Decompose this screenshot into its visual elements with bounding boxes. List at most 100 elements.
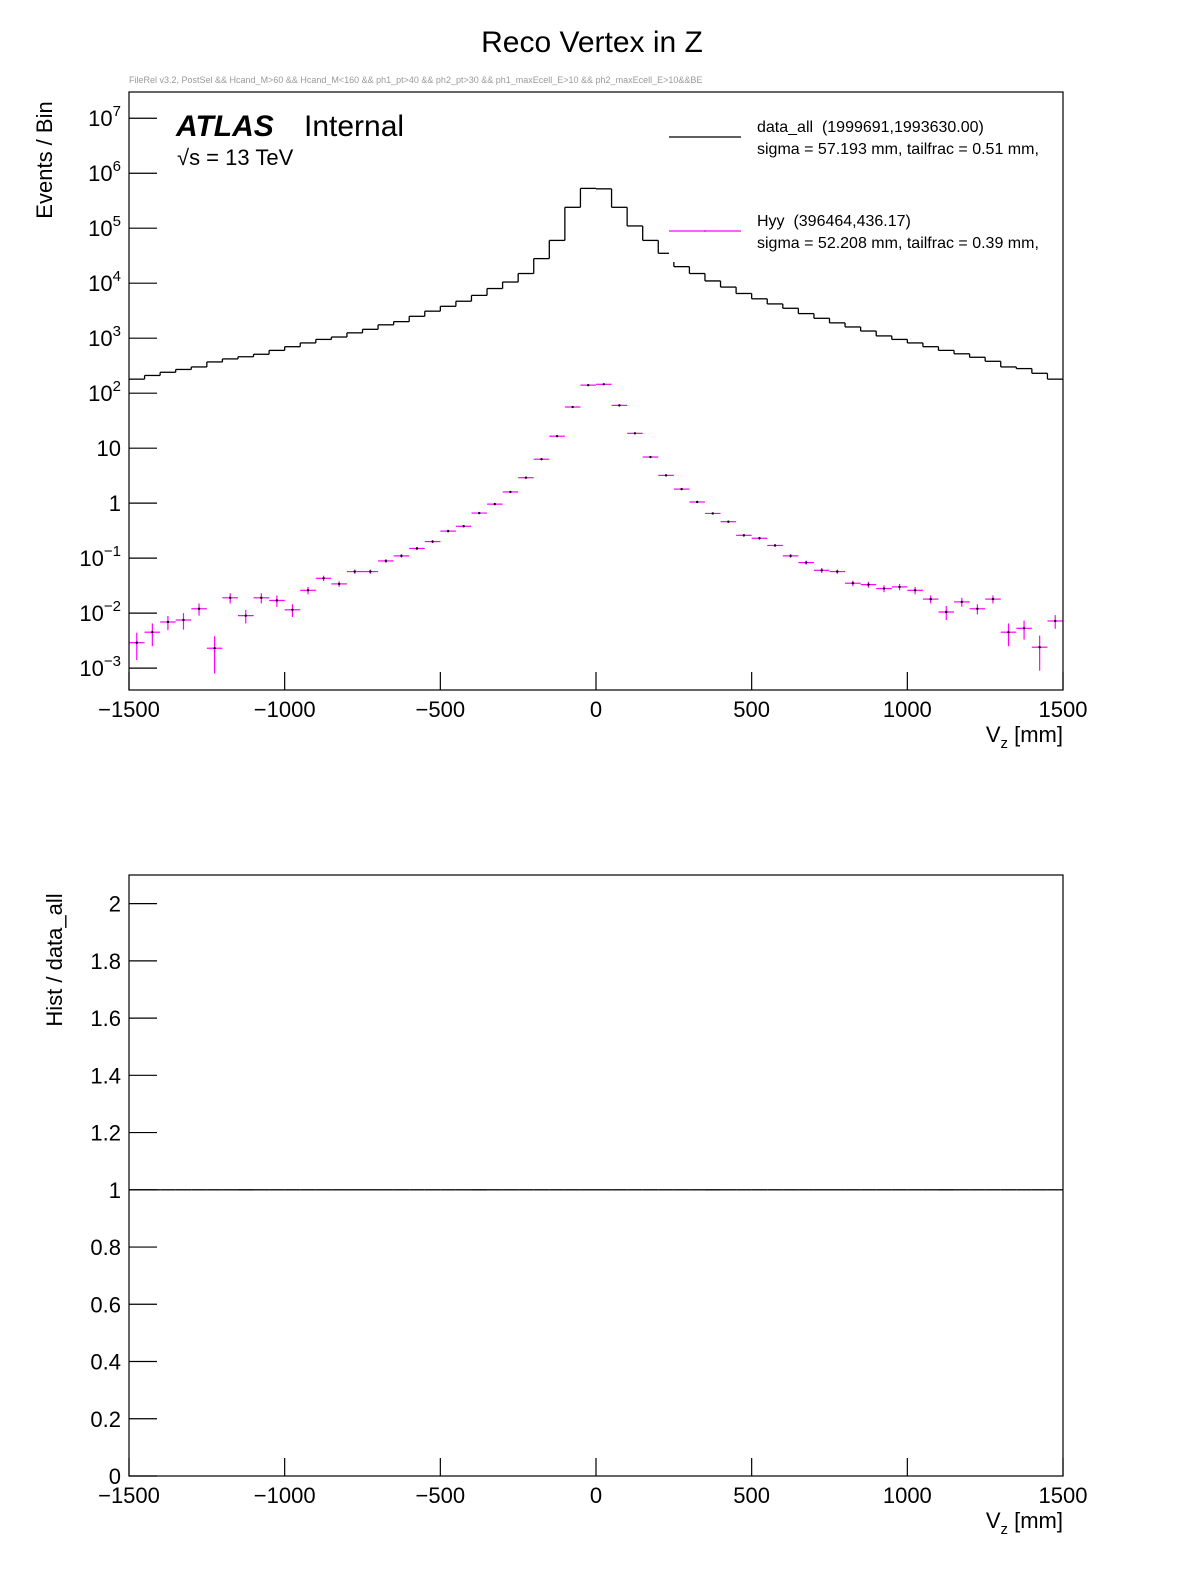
point-marker — [633, 432, 637, 435]
point-marker — [898, 585, 901, 589]
x-tick-label: 500 — [733, 697, 770, 722]
x-tick-label: 500 — [733, 1483, 770, 1508]
y-tick-base: 10 — [88, 216, 112, 241]
point-marker — [446, 529, 450, 533]
x-tick-label: −500 — [416, 697, 466, 722]
legend-label: data_all (1999691,1993630.00) — [757, 119, 984, 136]
point-marker — [991, 597, 995, 601]
point-marker — [758, 537, 761, 540]
point-marker — [275, 599, 279, 602]
y-tick-label: 0.6 — [90, 1292, 121, 1317]
point-marker — [945, 610, 948, 614]
y-tick-base: 10 — [88, 271, 112, 296]
y-tick-label: 1.4 — [90, 1063, 121, 1088]
y-tick-label: 107 — [88, 103, 121, 131]
chart-title: Reco Vertex in Z — [481, 26, 703, 59]
y-tick-exponent: 3 — [113, 323, 121, 340]
y-tick-label: 103 — [88, 323, 121, 351]
point-marker — [337, 582, 341, 586]
y-tick-exponent: −1 — [104, 543, 121, 560]
x-label-sub: z — [1001, 1521, 1009, 1538]
point-marker — [151, 630, 154, 634]
y-tick-base: 10 — [79, 656, 103, 681]
y-tick-base: 10 — [88, 381, 112, 406]
x-tick-label: 1500 — [1039, 697, 1088, 722]
point-marker — [478, 511, 481, 515]
y-tick-label: 10−3 — [79, 653, 121, 681]
legend-detail: sigma = 52.208 mm, tailfrac = 0.39 mm, — [757, 235, 1039, 252]
x-axis-label: Vz [mm] — [986, 1508, 1063, 1538]
point-marker — [182, 618, 185, 622]
point-marker — [197, 607, 201, 610]
point-marker — [509, 490, 512, 494]
point-marker — [415, 547, 419, 550]
point-marker — [742, 534, 746, 537]
point-marker — [462, 525, 465, 528]
legend-box — [669, 108, 1061, 262]
point-marker — [306, 589, 310, 592]
x-tick-label: 1500 — [1039, 1483, 1088, 1508]
point-marker — [244, 614, 247, 617]
point-marker — [602, 383, 605, 386]
point-marker — [836, 570, 839, 573]
y-tick-label: 105 — [88, 213, 121, 241]
x-tick-label: −1000 — [254, 1483, 316, 1508]
point-marker — [571, 405, 574, 409]
x-tick-label: 1000 — [883, 1483, 932, 1508]
point-marker — [913, 589, 917, 592]
y-tick-label: 10−2 — [79, 598, 121, 626]
x-label-main: V — [986, 722, 1001, 747]
point-marker — [524, 476, 528, 479]
point-marker — [213, 647, 216, 650]
x-tick-label: 1000 — [883, 697, 932, 722]
point-marker — [976, 607, 979, 610]
point-marker — [960, 600, 964, 604]
point-marker — [773, 544, 777, 547]
point-marker — [804, 561, 808, 564]
y-tick-base: 10 — [88, 326, 112, 351]
status-label: Internal — [304, 110, 404, 143]
x-label-unit: [mm] — [1008, 722, 1063, 747]
point-marker — [695, 500, 699, 504]
point-marker — [587, 383, 590, 387]
y-tick-label: 1.6 — [90, 1006, 121, 1031]
point-marker — [618, 404, 621, 407]
point-marker — [353, 570, 356, 573]
point-marker — [260, 596, 263, 600]
point-marker — [1038, 646, 1041, 649]
y-tick-label: 10−1 — [79, 543, 121, 571]
y-tick-exponent: −2 — [104, 598, 121, 615]
point-marker — [291, 608, 294, 611]
y-tick-label: 0 — [109, 1464, 121, 1489]
y-axis-label: Hist / data_all — [42, 893, 67, 1026]
experiment-label: ATLAS — [175, 110, 274, 143]
y-tick-label: 0.2 — [90, 1407, 121, 1432]
point-marker — [555, 435, 559, 438]
point-marker — [228, 596, 232, 600]
point-marker — [166, 620, 170, 624]
point-marker — [1022, 627, 1026, 630]
point-marker — [384, 559, 388, 563]
y-tick-label: 0.4 — [90, 1350, 121, 1375]
y-tick-exponent: 6 — [113, 158, 121, 175]
point-marker — [680, 487, 683, 491]
point-marker — [820, 569, 823, 572]
y-tick-label: 1 — [109, 1178, 121, 1203]
y-tick-base: 10 — [79, 601, 103, 626]
point-marker — [540, 457, 543, 461]
y-tick-base: 10 — [79, 546, 103, 571]
x-tick-label: −1000 — [254, 697, 316, 722]
y-tick-label: 104 — [88, 268, 121, 296]
x-label-main: V — [986, 1508, 1001, 1533]
y-tick-label: 102 — [88, 378, 121, 406]
point-marker — [929, 597, 932, 601]
point-marker — [727, 520, 730, 523]
point-marker — [431, 540, 434, 543]
x-tick-label: −500 — [416, 1483, 466, 1508]
energy-label: √s = 13 TeV — [177, 145, 294, 170]
y-tick-exponent: −3 — [104, 653, 121, 670]
y-tick-exponent: 7 — [113, 103, 121, 120]
point-marker — [1054, 619, 1057, 623]
point-marker — [664, 474, 668, 477]
